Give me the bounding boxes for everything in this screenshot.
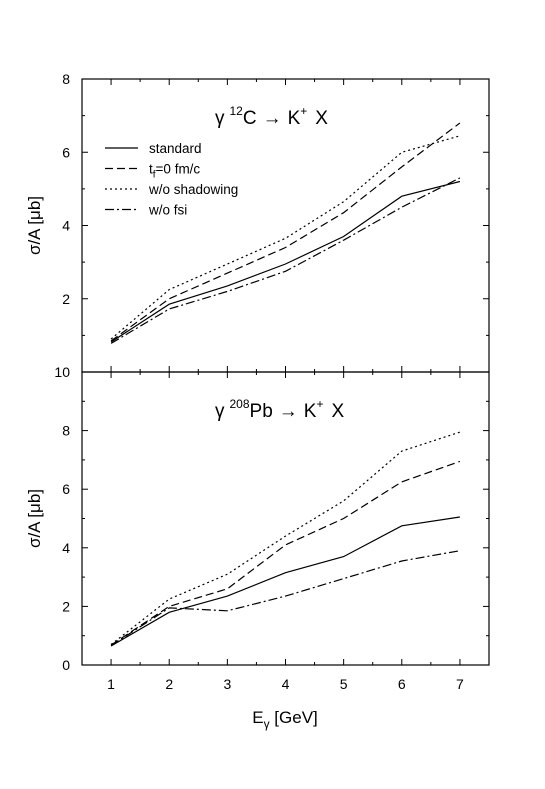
series-line-dashdot	[110, 550, 461, 647]
series-line-dotted	[110, 431, 461, 645]
series-line-dashed	[110, 460, 461, 646]
x-tick-label: 2	[165, 676, 173, 692]
y-tick-label: 4	[62, 218, 70, 234]
panel-title: γ 208Pb → K+ X	[215, 397, 344, 422]
y-tick-label: 6	[62, 144, 70, 160]
x-tick-label: 6	[398, 676, 406, 692]
legend-label: tf=0 fm/c	[149, 162, 200, 181]
series-line-solid	[110, 516, 460, 647]
y-tick-label: 2	[62, 291, 70, 307]
x-tick-label: 7	[456, 676, 464, 692]
y-tick-label: 10	[54, 364, 70, 380]
y-tick-label: 4	[62, 540, 70, 556]
series-line-dashdot	[110, 177, 461, 344]
series-line-dotted	[110, 135, 461, 340]
y-tick-label: 0	[62, 657, 70, 673]
y-tick-label: 8	[62, 71, 70, 87]
series-line-dashed	[110, 122, 461, 342]
legend-label: w/o fsi	[148, 203, 187, 218]
legend-label: w/o shadowing	[148, 182, 238, 197]
plot-frame	[81, 78, 490, 373]
x-tick-label: 1	[107, 676, 115, 692]
y-axis-label: σ/A [μb]	[25, 196, 44, 255]
y-tick-label: 2	[62, 598, 70, 614]
legend-label: standard	[149, 141, 202, 156]
y-axis-label: σ/A [μb]	[25, 489, 44, 548]
x-tick-label: 5	[340, 676, 348, 692]
x-tick-label: 3	[223, 676, 231, 692]
x-axis-label: Eγ [GeV]	[252, 708, 318, 731]
series-line-solid	[110, 180, 461, 343]
y-tick-label: 8	[62, 423, 70, 439]
x-tick-label: 4	[282, 676, 290, 692]
panel-title: γ 12C → K+ X	[215, 104, 328, 129]
y-tick-label: 6	[62, 481, 70, 497]
